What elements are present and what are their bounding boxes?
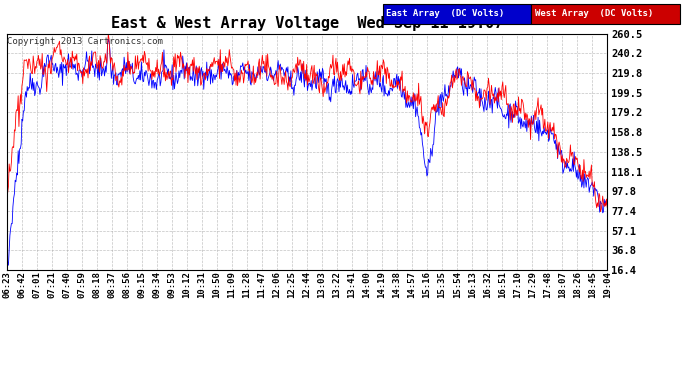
Text: East Array  (DC Volts): East Array (DC Volts) — [386, 9, 504, 18]
East Array  (DC Volts) — [520, 121, 529, 126]
West Array  (DC Volts) — [603, 205, 611, 210]
East Array  (DC Volts) — [459, 88, 467, 93]
West Array  (DC Volts) — [459, 74, 467, 79]
West Array  (DC Volts) — [520, 117, 529, 122]
East Array  (DC Volts) — [3, 273, 11, 278]
Text: West Array  (DC Volts): West Array (DC Volts) — [535, 9, 653, 18]
East Array  (DC Volts) — [603, 202, 611, 206]
East Array  (DC Volts) — [352, 78, 360, 83]
West Array  (DC Volts) — [368, 78, 376, 82]
West Array  (DC Volts) — [3, 192, 11, 197]
West Array  (DC Volts) — [352, 84, 360, 88]
West Array  (DC Volts) — [386, 84, 394, 88]
East Array  (DC Volts) — [104, 37, 112, 41]
East Array  (DC Volts) — [386, 86, 394, 90]
Line: East Array  (DC Volts): East Array (DC Volts) — [7, 39, 607, 276]
Text: Copyright 2013 Cartronics.com: Copyright 2013 Cartronics.com — [7, 38, 163, 46]
Title: East & West Array Voltage  Wed Sep 11 19:07: East & West Array Voltage Wed Sep 11 19:… — [111, 16, 503, 31]
West Array  (DC Volts) — [104, 32, 112, 36]
West Array  (DC Volts) — [596, 210, 604, 214]
West Array  (DC Volts) — [39, 72, 48, 76]
Line: West Array  (DC Volts): West Array (DC Volts) — [7, 34, 607, 212]
East Array  (DC Volts) — [368, 86, 376, 90]
East Array  (DC Volts) — [39, 75, 48, 79]
